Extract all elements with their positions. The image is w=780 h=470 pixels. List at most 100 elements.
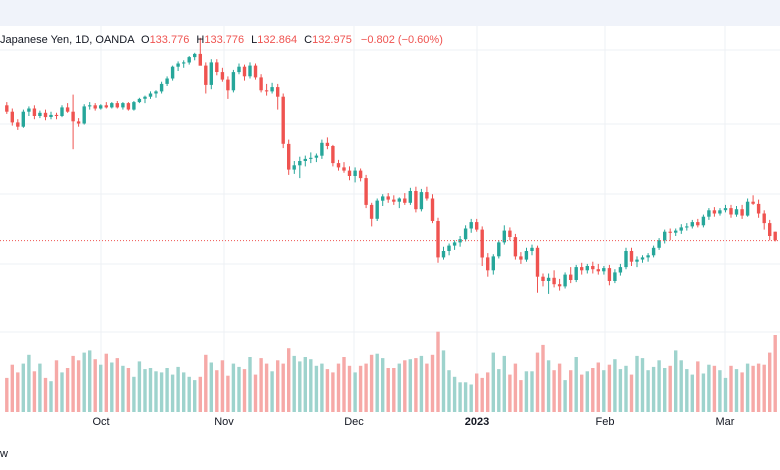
close-value: 132.975 bbox=[312, 34, 352, 46]
candle-body bbox=[392, 199, 396, 202]
candle-body bbox=[745, 201, 750, 216]
volume-bar bbox=[508, 374, 512, 412]
volume-bars bbox=[5, 331, 777, 412]
change-value: −0.802 (−0.60%) bbox=[360, 34, 443, 46]
volume-bar bbox=[696, 361, 700, 412]
candle-body bbox=[65, 107, 70, 112]
volume-bar bbox=[414, 358, 418, 412]
footer-text: w bbox=[0, 448, 8, 460]
volume-bar bbox=[580, 374, 584, 412]
volume-bar bbox=[745, 363, 750, 412]
candle-body bbox=[71, 111, 75, 122]
volume-bar bbox=[447, 370, 451, 412]
volume-bar bbox=[392, 368, 396, 412]
candle-body bbox=[253, 65, 258, 78]
chart-grid bbox=[0, 26, 780, 412]
volume-bar bbox=[486, 372, 490, 412]
volume-bar bbox=[331, 372, 335, 412]
candle-body bbox=[204, 65, 208, 85]
volume-bar bbox=[557, 363, 562, 412]
candle-body bbox=[541, 276, 545, 281]
candle-body bbox=[76, 121, 81, 124]
candle-body bbox=[574, 267, 578, 280]
candle-body bbox=[309, 157, 313, 159]
candle-body bbox=[320, 142, 324, 156]
volume-bar bbox=[60, 372, 64, 412]
candle-body bbox=[674, 230, 678, 233]
close-label: C bbox=[304, 34, 313, 46]
volume-bar bbox=[165, 368, 169, 412]
open-label: O bbox=[141, 34, 150, 46]
volume-bar bbox=[193, 380, 197, 412]
candle-body bbox=[110, 103, 114, 108]
candle-body bbox=[303, 158, 307, 161]
volume-bar bbox=[718, 370, 722, 412]
candle-body bbox=[557, 284, 562, 287]
volume-bar bbox=[43, 377, 48, 412]
candle-body bbox=[475, 222, 479, 230]
candle-body bbox=[115, 103, 119, 108]
candle-body bbox=[386, 196, 390, 200]
volume-bar bbox=[624, 365, 628, 412]
candle-body bbox=[552, 277, 556, 285]
candle-body bbox=[762, 213, 766, 224]
volume-bar bbox=[110, 362, 114, 412]
volume-bar bbox=[657, 360, 661, 412]
candle-body bbox=[679, 227, 683, 231]
candle-body bbox=[729, 208, 733, 215]
volume-bar bbox=[264, 363, 269, 412]
candle-body bbox=[16, 122, 20, 127]
candle-body bbox=[613, 272, 617, 281]
volume-bar bbox=[469, 384, 473, 412]
volume-bar bbox=[397, 363, 401, 412]
volume-bar bbox=[325, 369, 330, 412]
candle-body bbox=[187, 57, 191, 63]
candle-body bbox=[137, 98, 142, 103]
volume-bar bbox=[751, 365, 755, 412]
chart-top-toolbar bbox=[0, 0, 780, 26]
candle-body bbox=[663, 231, 667, 241]
candle-body bbox=[718, 210, 722, 214]
volume-bar bbox=[10, 364, 14, 412]
candle-body bbox=[159, 83, 164, 92]
volume-bar bbox=[452, 376, 457, 412]
time-axis[interactable] bbox=[0, 412, 780, 440]
volume-bar bbox=[497, 369, 501, 412]
volume-bar bbox=[159, 372, 164, 412]
candle-body bbox=[408, 191, 412, 203]
candle-body bbox=[38, 112, 42, 116]
candle-body bbox=[220, 72, 225, 80]
candle-body bbox=[463, 228, 468, 240]
high-label: H bbox=[196, 34, 205, 46]
volume-bar bbox=[441, 350, 446, 412]
volume-bar bbox=[93, 359, 97, 412]
volume-bar bbox=[82, 352, 86, 412]
volume-bar bbox=[276, 360, 280, 412]
low-label: L bbox=[251, 34, 258, 46]
volume-bar bbox=[270, 371, 274, 412]
volume-bar bbox=[148, 368, 153, 412]
volume-bar bbox=[651, 366, 656, 412]
candle-body bbox=[696, 222, 700, 226]
volume-bar bbox=[170, 374, 175, 412]
candlestick-chart[interactable] bbox=[0, 26, 780, 412]
candle-body bbox=[635, 259, 639, 262]
candle-body bbox=[99, 105, 103, 109]
volume-bar bbox=[646, 370, 650, 412]
candle-body bbox=[712, 210, 717, 214]
volume-bar bbox=[248, 357, 252, 412]
volume-bar bbox=[663, 368, 667, 412]
candle-body bbox=[447, 245, 451, 251]
volume-bar bbox=[347, 365, 352, 412]
volume-bar bbox=[768, 352, 772, 412]
volume-bar bbox=[226, 375, 230, 412]
candle-body bbox=[336, 163, 341, 168]
volume-bar bbox=[408, 359, 412, 412]
price-candles bbox=[5, 37, 777, 294]
candle-body bbox=[270, 87, 274, 92]
candle-body bbox=[364, 178, 368, 205]
candle-body bbox=[259, 77, 263, 91]
volume-bar bbox=[729, 365, 733, 412]
volume-bar bbox=[336, 363, 341, 412]
volume-bar bbox=[320, 363, 324, 412]
